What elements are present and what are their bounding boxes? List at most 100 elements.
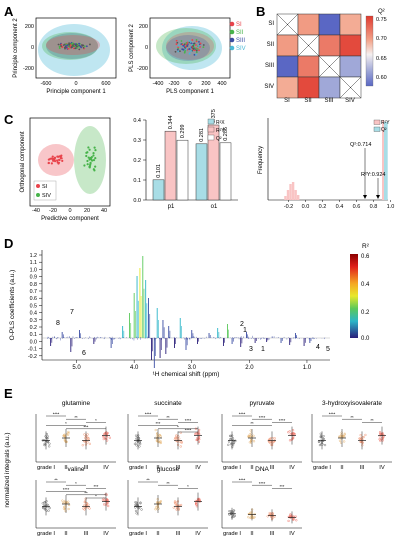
pls-points-point [193,53,196,56]
significance-stars: ** [166,415,170,420]
metabolite-point [83,433,86,436]
loading-ytick: 0.3 [30,318,37,324]
pca-points-point [83,45,86,48]
metabolite-grade-label: II [250,531,254,537]
perm-bar [286,190,290,200]
pls-points-point [188,40,191,42]
opls-point-siv [89,162,92,165]
metabolite-point [268,437,272,441]
metabolite-grade-label: grade I [223,531,241,537]
heatmap-col-0: SI [284,98,290,104]
metabolite-grade-label: III [84,465,89,471]
pls-score-plot: -400 -200 0 200 400 -200 0 200 PLS compo… [129,17,231,95]
significance-stars: ** [54,478,58,483]
metabolite-point [231,445,234,448]
pca-ytick-1: 0 [31,45,34,51]
pca-xtick-2: 600 [101,81,110,87]
heatmap-cell [276,76,299,99]
metabolite-point [319,435,322,439]
metabolite-point [107,504,110,508]
opls-point-siv [83,164,86,167]
metabolite-point [174,503,177,507]
loading-ytick: 0.0 [30,339,37,345]
metabolite-point [292,518,295,521]
metabolite-point [295,519,298,522]
bar-ytick: 0.1 [133,178,141,184]
r2-tick-0: 0.6 [361,254,370,260]
metabolite-point [269,439,272,443]
significance-stars: * [65,421,67,426]
metabolite-point [361,444,364,447]
perm-legend-q2: Q² [381,127,387,133]
bar-ytick: 0.4 [133,118,141,124]
metabolite-point [62,505,66,509]
pls-points-point [182,48,185,51]
metabolite-point [135,444,138,447]
pls-xtick-0: -400 [152,81,163,87]
heatmap-col-3: SIV [345,98,355,104]
metabolite-point [158,441,162,444]
pls-points-point [186,43,188,45]
metabolite-point [156,498,159,501]
opls-xtick-0: -40 [32,208,40,214]
metabolite-point [319,439,322,442]
metabolite-point [287,519,290,523]
metabolite-point [292,432,296,435]
pls-xtick-1: -200 [168,81,179,87]
significance-stars: *** [280,484,285,489]
loading-xtick: 2.0 [245,365,254,371]
metabolite-grade-label: grade I [313,465,331,471]
pca-points-point [64,47,66,50]
loading-ytick: 1.1 [30,260,37,266]
metabolite-grade-label: III [270,465,275,471]
bar-category-p1: p1 [168,204,175,210]
opls-point-siv [85,154,88,158]
metabolite-point [46,435,49,438]
significance-stars: **** [239,478,246,483]
perm-r2y-label: R²Y:0.924 [361,172,385,178]
pca-points-point [73,45,76,47]
loading-ytick: 0.8 [30,282,37,288]
bar-ytick: 0.2 [133,158,141,164]
metabolite-point [46,503,49,506]
metabolite-point [105,431,108,434]
metabolite-grade-label: IV [195,465,201,471]
group-legend-a: SI SII SIII SIV [229,21,246,52]
opls-point-siv [87,156,90,159]
loading-xtick: 5.0 [72,365,81,371]
pls-points-point [176,41,179,44]
opls-point-siv [94,165,97,168]
opls-point-siv [86,159,89,163]
opls-point-siv [92,168,95,171]
pca-points-point [65,43,68,46]
metabolite-point [249,429,252,432]
pls-points-point [175,43,178,45]
metabolite-point [133,442,137,446]
opls-point-si [60,154,63,157]
pca-points-point [67,47,70,50]
pls-points-point [180,40,183,42]
metabolite-point [138,440,142,443]
significance-stars: **** [239,412,246,417]
heatmap-cell [318,34,341,57]
metabolite-point [104,437,107,441]
peak-label-8: 8 [56,320,60,327]
significance-stars: **** [259,481,266,486]
pls-ytick-2: 200 [139,24,148,30]
metabolite-point [134,501,137,504]
metabolite-point [177,435,180,438]
pls-points-point [188,48,191,51]
opls-point-siv [92,154,95,157]
r2-tick-3: 0.0 [361,336,370,342]
perm-xtick: 0.8 [370,204,378,210]
metabolite-grade-label: III [270,531,275,537]
metabolite-point [249,516,252,520]
significance-stars: **** [279,418,286,423]
metabolite-point [249,511,252,514]
metabolite-plot-0: glutamine***********grade I II III IV [35,400,116,471]
pls-points-point [199,42,202,45]
metabolite-point [231,437,235,440]
metabolite-point [343,435,346,438]
metabolite-grade-label: III [360,465,365,471]
metabolite-point [138,441,142,444]
